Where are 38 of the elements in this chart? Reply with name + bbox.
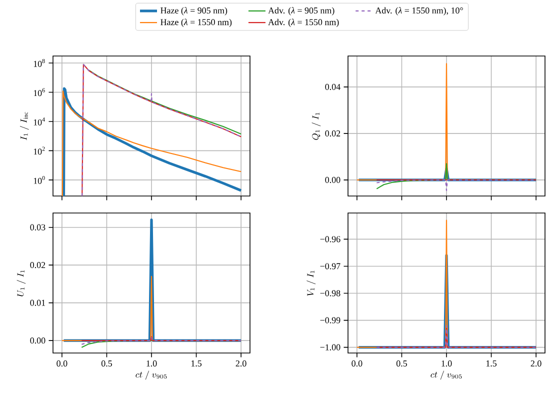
x-tick-label: 1.0	[442, 360, 452, 367]
x-tick-label: 2.0	[530, 360, 542, 367]
y-axis-title: $I_1\ /\ I_{\mathrm{inc}}$	[20, 112, 29, 140]
y-tick-label: −1.00	[320, 344, 340, 350]
legend-label: Haze (λ = 1550 nm)	[160, 18, 232, 27]
x-tick-label: 0.0	[56, 360, 68, 367]
y-tick-label: 0.03	[30, 224, 46, 230]
y-tick-label: 10$^{0}$	[34, 176, 45, 184]
x-tick-label: 1.0	[146, 360, 157, 367]
legend-label: Haze (λ = 905 nm)	[160, 7, 228, 16]
y-tick-label: 0.01	[30, 300, 46, 306]
y-axis-title: $Q_1\ /\ I_1$	[312, 112, 321, 140]
y-tick-label: 10$^{4}$	[34, 118, 45, 126]
y-tick-label: 10$^{6}$	[34, 88, 45, 96]
x-axis-title: $ct\ /\ v_{905}$	[430, 370, 462, 380]
y-axis-title: $V_1\ /\ I_1$	[306, 270, 316, 296]
y-tick-label: −0.99	[320, 317, 340, 324]
y-tick-label: −0.98	[320, 290, 340, 296]
y-tick-label: 0.02	[30, 262, 46, 268]
y-tick-label: 10$^{2}$	[34, 146, 45, 155]
y-tick-label: 0.00	[325, 176, 340, 183]
y-tick-label: −0.97	[320, 263, 340, 270]
legend-label: Adv. (λ = 1550 nm), 10°	[375, 7, 463, 16]
x-tick-label: 0.0	[352, 360, 362, 367]
y-axis-title: $U_1\ /\ I_1$	[16, 270, 26, 296]
y-tick-label: 0.00	[30, 337, 46, 344]
y-tick-label: 0.04	[325, 84, 340, 90]
x-tick-label: 2.0	[236, 360, 246, 367]
x-axis-title: $ct\ /\ v_{905}$	[136, 370, 167, 380]
y-tick-label: 10$^{8}$	[34, 59, 45, 67]
y-tick-label: −0.96	[320, 236, 340, 242]
x-tick-label: 1.5	[191, 360, 202, 366]
x-tick-label: 0.5	[396, 360, 407, 367]
legend-label: Adv. (λ = 905 nm)	[268, 7, 334, 16]
x-tick-label: 1.5	[486, 360, 497, 366]
x-tick-label: 0.5	[101, 360, 112, 367]
y-tick-label: 0.02	[325, 130, 340, 136]
legend-label: Adv. (λ = 1550 nm)	[268, 18, 339, 27]
